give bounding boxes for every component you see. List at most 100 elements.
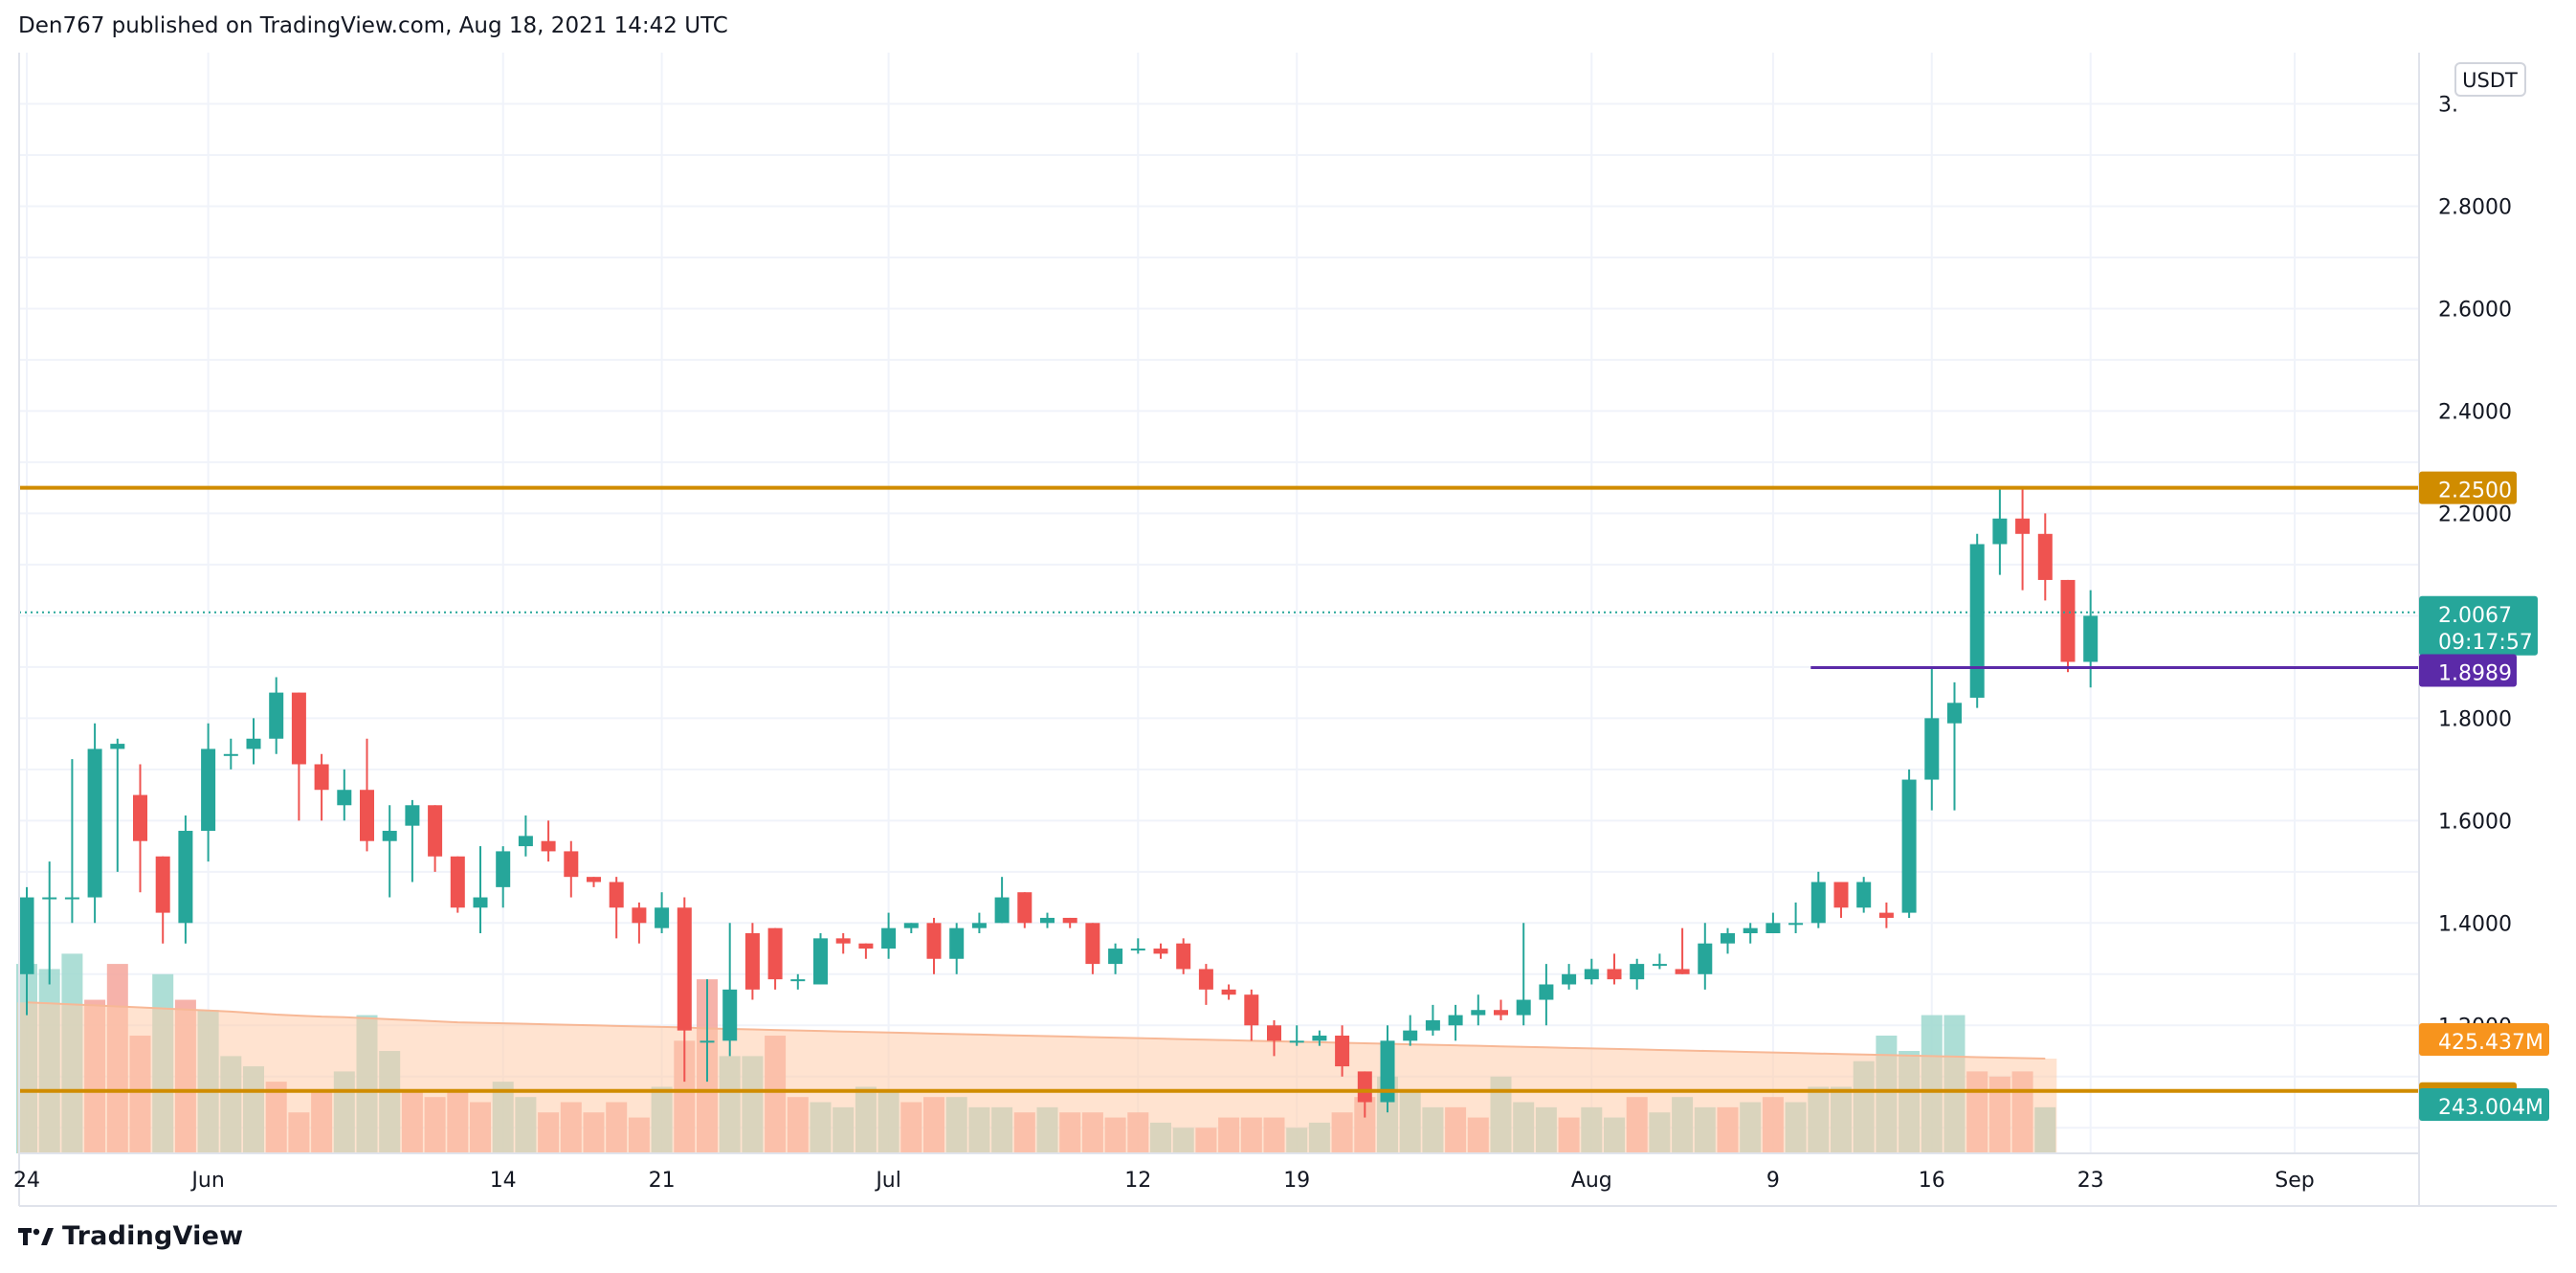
- candle-up: [1516, 999, 1531, 1016]
- tradingview-branding[interactable]: TradingView: [18, 1221, 243, 1251]
- candle-down: [1494, 1010, 1508, 1016]
- candle-up: [19, 897, 34, 974]
- candle-down: [1153, 949, 1168, 954]
- time-tick-label: Sep: [2275, 1169, 2314, 1193]
- candle-down: [1176, 943, 1191, 970]
- resistance-price-badge-text: 2.2500: [2438, 480, 2512, 503]
- candle-up: [1810, 882, 1826, 924]
- time-tick-label: 24: [13, 1169, 40, 1193]
- price-tick-label: 3.: [2438, 93, 2458, 117]
- candle-down: [677, 907, 692, 1031]
- candle-down: [2060, 579, 2076, 662]
- candle-up: [700, 1040, 715, 1043]
- candle-down: [587, 877, 601, 882]
- candle-down: [291, 692, 306, 765]
- candle-up: [382, 831, 397, 841]
- last-price-badge-text: 2.0067: [2438, 604, 2512, 628]
- candle-down: [1085, 923, 1100, 965]
- candle-up: [518, 836, 533, 847]
- candle-down: [1198, 969, 1213, 990]
- candle-up: [881, 927, 897, 949]
- candle-up: [496, 851, 511, 887]
- candle-up: [790, 979, 806, 982]
- candle-down: [1833, 882, 1849, 908]
- support-price-badge-text: 1.8989: [2438, 661, 2512, 685]
- candle-up: [994, 897, 1010, 924]
- time-tick-label: 23: [2077, 1169, 2104, 1193]
- candle-down: [835, 938, 851, 944]
- time-tick-label: Jun: [189, 1169, 224, 1193]
- candle-down: [926, 923, 942, 959]
- candle-down: [1357, 1071, 1372, 1103]
- candle-down: [1267, 1025, 1281, 1041]
- candle-up: [1312, 1035, 1327, 1041]
- candle-up: [1788, 923, 1804, 926]
- candle-down: [564, 851, 579, 878]
- price-tick-label: 2.4000: [2438, 400, 2512, 424]
- candle-down: [314, 764, 329, 791]
- candle-up: [405, 805, 420, 826]
- candle-up: [1380, 1040, 1395, 1103]
- candle-down: [609, 882, 624, 908]
- price-tick-label: 1.6000: [2438, 810, 2512, 834]
- price-tick-label: 1.8000: [2438, 707, 2512, 731]
- candle-down: [360, 790, 374, 841]
- candle-down: [1244, 994, 1259, 1026]
- tradingview-logo-icon: [18, 1227, 54, 1245]
- candle-up: [1992, 518, 2008, 545]
- price-tick-label: 1.4000: [2438, 912, 2512, 936]
- candle-up: [223, 753, 238, 756]
- candle-down: [1335, 1035, 1350, 1067]
- time-tick-label: 19: [1283, 1169, 1310, 1193]
- candle-down: [744, 933, 760, 990]
- candle-up: [1652, 964, 1667, 967]
- candle-down: [1017, 892, 1033, 924]
- candle-down: [428, 805, 443, 857]
- candle-up: [1765, 923, 1781, 933]
- candle-down: [133, 794, 147, 841]
- volume-last-badge: [2419, 1088, 2549, 1121]
- candle-series: [19, 487, 2099, 1118]
- time-tick-label: Aug: [1571, 1169, 1612, 1193]
- candle-up: [1698, 943, 1713, 974]
- candle-down: [1607, 969, 1622, 980]
- time-tick-label: Jul: [874, 1169, 901, 1193]
- price-tick-label: 2.2000: [2438, 502, 2512, 526]
- resistance-price-badge: [2419, 471, 2517, 504]
- candle-up: [813, 938, 828, 985]
- candle-down: [858, 943, 874, 949]
- candle-up: [655, 907, 670, 928]
- time-tick-label: 9: [1766, 1169, 1780, 1193]
- last-price-badge: [2419, 595, 2538, 656]
- candle-up: [1471, 1010, 1486, 1016]
- candle-up: [42, 897, 57, 900]
- price-tick-label: 2.6000: [2438, 298, 2512, 322]
- volume-last-badge-text: 243.004M: [2438, 1096, 2543, 1120]
- candle-down: [2015, 518, 2031, 534]
- candle-down: [1878, 912, 1894, 918]
- candle-down: [541, 840, 556, 852]
- candle-down: [1062, 917, 1077, 924]
- candle-up: [1040, 917, 1055, 924]
- volume-ma-badge-text: 425.437M: [2438, 1031, 2543, 1055]
- candle-up: [1743, 927, 1758, 933]
- candle-down: [1675, 969, 1690, 974]
- support-price-badge: [2419, 654, 2517, 687]
- last-price-badge-text: 09:17:57: [2438, 631, 2533, 655]
- candle-up: [722, 989, 738, 1041]
- time-tick-label: 21: [649, 1169, 676, 1193]
- candle-up: [1130, 949, 1145, 951]
- candle-down: [767, 927, 783, 980]
- publisher-caption: Den767 published on TradingView.com, Aug…: [18, 13, 728, 38]
- candle-up: [1969, 544, 1985, 698]
- candle-down: [632, 907, 647, 924]
- price-badges: USDT 2.2500 2.0067 09:17:57 1.8989 425.437M 1.…: [2419, 62, 2549, 1121]
- candle-up: [1425, 1019, 1440, 1031]
- candle-up: [1562, 973, 1577, 985]
- candle-up: [971, 923, 987, 928]
- candle-up: [1924, 718, 1940, 780]
- candle-up: [1289, 1040, 1304, 1043]
- candle-up: [201, 748, 216, 832]
- candle-up: [1108, 949, 1123, 965]
